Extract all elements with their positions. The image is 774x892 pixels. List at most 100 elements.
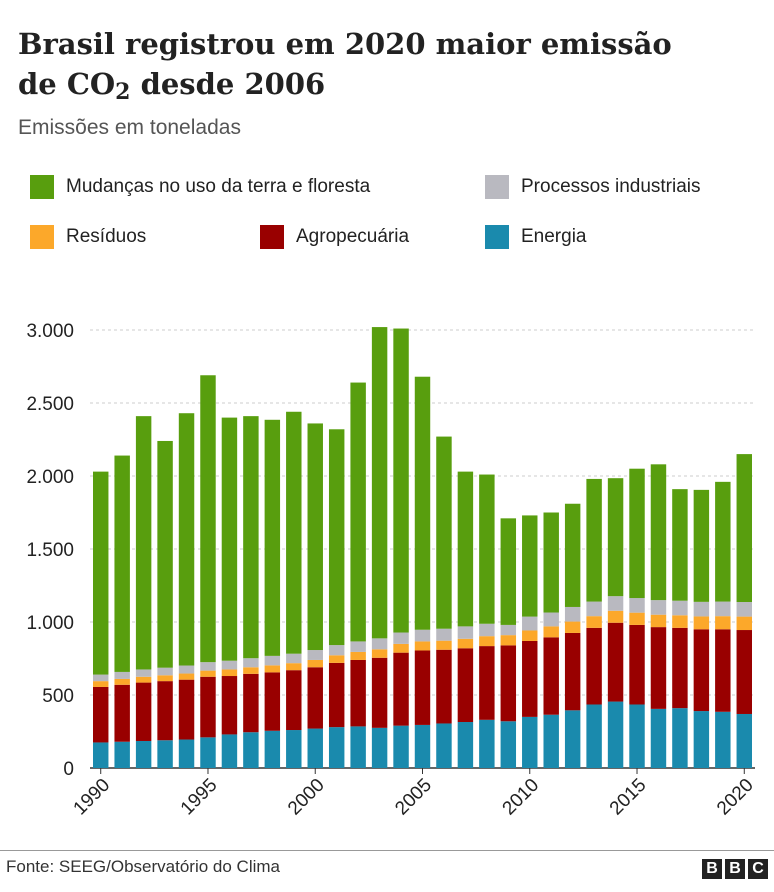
bar-segment — [479, 474, 495, 624]
bar-segment — [607, 701, 624, 768]
bar-2020 — [736, 454, 752, 768]
bar-segment — [286, 730, 302, 768]
bar-segment — [414, 376, 431, 630]
title-line-2-pre: de CO — [18, 67, 116, 101]
bar-segment — [178, 673, 195, 680]
bar-segment — [393, 725, 409, 768]
bar-segment — [736, 601, 752, 617]
bar-segment — [586, 704, 602, 768]
bar-segment — [629, 468, 645, 599]
bar-segment — [93, 742, 109, 768]
legend-label-agriculture: Agropecuária — [296, 226, 410, 247]
bar-segment — [200, 375, 216, 663]
legend: Mudanças no uso da terra e floresta Proc… — [30, 175, 760, 265]
bar-segment — [221, 417, 238, 661]
bar-segment — [607, 622, 624, 702]
bar-segment — [500, 645, 517, 722]
bar-segment — [479, 636, 495, 647]
bar-segment — [586, 627, 602, 705]
bar-segment — [114, 684, 130, 742]
bar-1991 — [114, 455, 130, 768]
legend-item-energy: Energia — [485, 225, 587, 249]
bar-segment — [629, 624, 645, 705]
title-line-2-post: desde 2006 — [130, 67, 326, 101]
legend-item-agriculture: Agropecuária — [260, 225, 409, 249]
bar-segment — [328, 655, 345, 663]
bar-1999 — [286, 411, 302, 768]
bar-segment — [715, 711, 731, 768]
bar-segment — [586, 616, 602, 628]
chart-subtitle: Emissões em toneladas — [18, 116, 241, 139]
bar-segment — [543, 714, 559, 768]
bar-segment — [629, 598, 645, 613]
bar-segment — [178, 665, 195, 674]
y-tick-label: 500 — [42, 686, 74, 707]
y-tick-label: 1.500 — [26, 540, 74, 561]
bar-segment — [607, 478, 624, 597]
bar-segment — [157, 667, 173, 676]
bar-segment — [500, 624, 517, 636]
bar-1993 — [157, 440, 173, 768]
bar-segment — [200, 737, 216, 768]
bar-2019 — [715, 481, 731, 768]
bar-segment — [371, 327, 388, 639]
bar-segment — [328, 429, 345, 646]
bar-segment — [393, 643, 409, 653]
y-tick-label: 1.000 — [26, 613, 74, 634]
bar-segment — [350, 382, 366, 642]
bar-segment — [414, 641, 431, 651]
legend-item-industrial: Processos industriais — [485, 175, 701, 199]
bar-segment — [135, 416, 152, 670]
bar-segment — [371, 657, 388, 728]
bar-2000 — [307, 423, 323, 768]
legend-swatch-waste — [30, 225, 54, 249]
bar-segment — [221, 676, 238, 735]
bar-segment — [736, 454, 752, 602]
bar-segment — [543, 512, 559, 613]
bar-2011 — [543, 512, 559, 768]
bar-segment — [328, 727, 345, 768]
bar-segment — [564, 503, 581, 607]
bbc-logo-letter-1: B — [702, 859, 722, 879]
bar-segment — [436, 640, 452, 650]
bar-segment — [736, 713, 752, 768]
bar-2008 — [479, 474, 495, 768]
bar-segment — [522, 640, 538, 717]
bar-segment — [457, 626, 474, 639]
x-tick-label: 2000 — [284, 775, 329, 820]
bar-segment — [436, 436, 452, 629]
bar-segment — [650, 708, 667, 768]
bar-segment — [715, 629, 731, 712]
bar-segment — [736, 630, 752, 714]
y-axis-ticks: 0 500 1.000 1.500 2.000 2.500 3.000 — [26, 321, 74, 780]
bar-segment — [286, 411, 302, 654]
bar-segment — [564, 710, 581, 768]
bar-segment — [393, 328, 409, 633]
bar-segment — [371, 638, 388, 650]
bar-segment — [328, 645, 345, 656]
bar-segment — [200, 662, 216, 671]
bar-segment — [243, 416, 259, 659]
bar-2010 — [522, 515, 538, 768]
bar-segment — [522, 630, 538, 641]
bar-segment — [114, 741, 130, 768]
bar-segment — [200, 670, 216, 677]
bar-segment — [522, 716, 538, 768]
bar-segment — [715, 616, 731, 630]
bar-segment — [350, 641, 366, 652]
bar-segment — [157, 740, 173, 768]
bar-segment — [500, 518, 517, 625]
bar-2017 — [672, 489, 688, 768]
title-line-1: Brasil registrou em 2020 maior emissão — [18, 27, 672, 61]
y-tick-label: 0 — [63, 759, 74, 780]
bar-1992 — [135, 416, 152, 768]
bar-segment — [736, 616, 752, 631]
title-line-2: de CO2 desde 2006 — [18, 64, 758, 112]
bar-segment — [307, 728, 323, 768]
bar-2001 — [328, 429, 345, 768]
bar-2009 — [500, 518, 517, 768]
bar-2005 — [414, 376, 431, 768]
bar-1997 — [243, 416, 259, 768]
bar-segment — [457, 722, 474, 768]
bar-segment — [586, 601, 602, 617]
